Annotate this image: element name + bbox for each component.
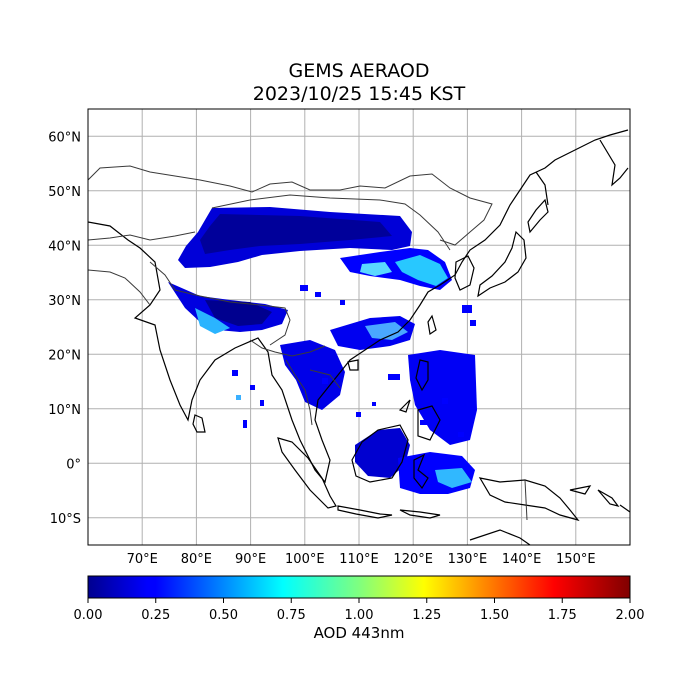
- colorbar-tick-label: 1.50: [480, 608, 509, 623]
- aod-region-himalaya-cyan: [195, 308, 230, 334]
- lat-label: 0°: [66, 457, 81, 472]
- aod-region-tibet-dark: [205, 300, 272, 326]
- lon-label: 80°E: [181, 552, 212, 567]
- aod-plume-light: [360, 262, 392, 276]
- longitude-labels: 70°E 80°E 90°E 100°E 110°E 120°E 130°E 140°E 150…: [127, 552, 596, 567]
- colorbar: [87, 575, 631, 599]
- colorbar-tick-label: 0.00: [74, 608, 103, 623]
- aod-plume-cyan: [395, 255, 448, 286]
- lat-label: 60°N: [48, 130, 81, 145]
- map-frame: [87, 108, 631, 546]
- lat-label: 10°S: [50, 512, 81, 527]
- colorbar-tick-label: 0.75: [277, 608, 306, 623]
- colorbar-tick-label: 1.25: [412, 608, 441, 623]
- latitude-labels: 60°N 50°N 40°N 30°N 20°N 10°N 0° 10°S: [48, 130, 81, 527]
- lon-label: 130°E: [448, 552, 488, 567]
- coastlines: [88, 129, 630, 545]
- colorbar-ticks: 0.00 0.25 0.50 0.75 1.00 1.25 1.50 1.75 2.00: [74, 598, 645, 623]
- colorbar-tick-label: 0.25: [141, 608, 170, 623]
- lat-label: 10°N: [48, 403, 81, 418]
- lat-label: 50°N: [48, 185, 81, 200]
- lon-label: 90°E: [235, 552, 266, 567]
- aod-region-sulawesi-cyan: [435, 468, 472, 488]
- colorbar-label: AOD 443nm: [313, 624, 405, 642]
- lon-label: 110°E: [339, 552, 379, 567]
- aod-region-borneo: [355, 428, 410, 478]
- lon-label: 70°E: [127, 552, 158, 567]
- map-subtitle-datetime: 2023/10/25 15:45 KST: [252, 83, 466, 105]
- lon-label: 150°E: [556, 552, 596, 567]
- lat-label: 20°N: [48, 348, 81, 363]
- aod-region-indochina: [280, 340, 345, 410]
- aod-scatter: [232, 285, 476, 437]
- lon-label: 140°E: [502, 552, 542, 567]
- colorbar-tick-label: 2.00: [616, 608, 645, 623]
- lat-label: 40°N: [48, 239, 81, 254]
- country-borders: [88, 165, 528, 521]
- lat-label: 30°N: [48, 294, 81, 309]
- colorbar-tick-label: 0.50: [209, 608, 238, 623]
- aod-region-south-china-cyan: [365, 322, 408, 340]
- lon-label: 100°E: [285, 552, 325, 567]
- aod-region-north-china-dark: [200, 214, 392, 254]
- map-title: GEMS AERAOD: [288, 60, 430, 82]
- colorbar-tick-label: 1.00: [345, 608, 374, 623]
- lon-label: 120°E: [393, 552, 433, 567]
- aod-data-layer: [168, 207, 477, 494]
- colorbar-tick-label: 1.75: [548, 608, 577, 623]
